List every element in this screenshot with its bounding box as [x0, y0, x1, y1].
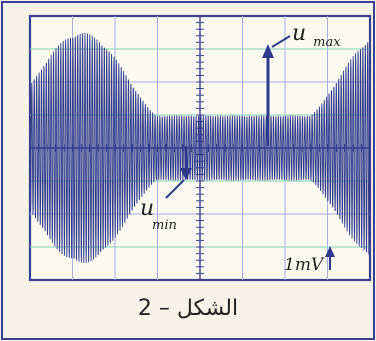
scale-label: 1mV — [284, 255, 325, 275]
scale-arrowhead — [325, 246, 335, 257]
scale-annotation: 1mV — [284, 246, 335, 275]
u-max-arrowhead — [262, 44, 274, 58]
u-min-subscript: min — [152, 218, 177, 233]
u-max-annotation: u max — [262, 21, 341, 146]
u-min-leader — [165, 179, 185, 199]
u-max-symbol: u — [292, 21, 306, 46]
u-min-symbol: u — [140, 196, 154, 221]
u-min-arrowhead — [180, 168, 192, 180]
u-max-subscript: max — [313, 35, 341, 50]
figure-caption: الشكل – 2 — [137, 296, 239, 321]
u-min-annotation: u min — [140, 146, 192, 233]
u-max-leader — [271, 35, 291, 48]
svg-text:u max: u max — [292, 21, 341, 50]
signal-path — [29, 32, 371, 264]
am-signal-trace — [29, 32, 371, 264]
svg-text:u min: u min — [140, 196, 177, 233]
